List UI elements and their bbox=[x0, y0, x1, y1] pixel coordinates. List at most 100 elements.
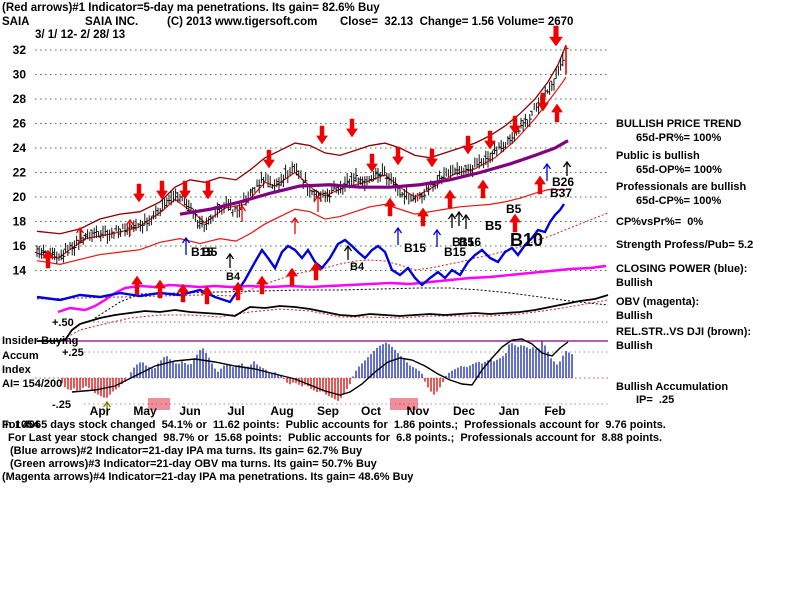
public-bullish: Public is bullish bbox=[616, 150, 700, 162]
red-buy-arrow-icon bbox=[42, 249, 54, 269]
relstr-title: REL.STR..VS DJI (brown): bbox=[616, 326, 752, 338]
red-buy-arrow-icon bbox=[444, 189, 456, 209]
red-buy-arrow-icon bbox=[154, 279, 166, 299]
professionals-bullish: Professionals are bullish bbox=[616, 181, 747, 193]
copyright: (C) 2013 www.tigersoft.com bbox=[167, 16, 318, 28]
month-axis-label: Jan bbox=[499, 404, 520, 418]
black-buy-arrow-icon bbox=[447, 212, 457, 220]
company-name: SAIA INC. bbox=[85, 16, 139, 28]
price-axis-label: 26 bbox=[13, 117, 27, 131]
red-sell-arrow-icon bbox=[537, 92, 549, 112]
red-buy-arrow-icon bbox=[177, 283, 189, 303]
buy-signal-label: B4 bbox=[226, 271, 241, 283]
red-buy-arrow-icon bbox=[256, 275, 268, 295]
obv-line bbox=[57, 264, 607, 314]
index-label: Index bbox=[2, 364, 31, 376]
accum-label: Accum bbox=[2, 350, 39, 362]
buy-signal-label: B26 bbox=[552, 175, 574, 189]
obv-status: Bullish bbox=[616, 310, 653, 322]
price-axis-label: 32 bbox=[13, 43, 27, 57]
price-axis-label: 16 bbox=[13, 239, 27, 253]
closing-power-line bbox=[36, 203, 565, 304]
black-buy-arrow-icon bbox=[562, 160, 572, 168]
red-sell-arrow-icon bbox=[509, 115, 521, 135]
green-buy-arrow-icon bbox=[102, 400, 112, 408]
buy-signal-label: B15 bbox=[191, 245, 213, 259]
ai-ratio-label: AI= 154/200 bbox=[2, 378, 63, 390]
month-axis-label: Aug bbox=[270, 404, 293, 418]
date-range: 3/ 1/ 12- 2/ 28/ 13 bbox=[35, 29, 126, 41]
red-sell-arrow-icon bbox=[179, 180, 191, 200]
red-sell-arrow-icon bbox=[484, 130, 496, 150]
lower-band-line bbox=[36, 189, 566, 265]
red-buy-arrow-icon bbox=[232, 281, 244, 301]
blue-buy-arrow-icon bbox=[542, 162, 552, 170]
red-buy-arrow-icon bbox=[286, 267, 298, 287]
month-axis-label: Sep bbox=[317, 404, 339, 418]
indicator-3-green-arrows-line: (Green arrows)#3 Indicator=21-day OBV ma… bbox=[10, 458, 377, 470]
red-buy-arrow-icon bbox=[509, 213, 521, 233]
middle-band-line bbox=[36, 76, 567, 259]
red-buy-arrow-icon bbox=[417, 207, 429, 227]
closing-power-ma-dotted-line bbox=[36, 212, 609, 300]
red-sell-arrow-icon bbox=[366, 153, 378, 173]
obv-title: OBV (magenta): bbox=[616, 296, 700, 308]
price-axis-label: 20 bbox=[13, 190, 27, 204]
cp-percent: 65d-CP%= 100% bbox=[636, 195, 722, 207]
stats-65day-line: For 4065 days stock changed 54.1% or 11.… bbox=[2, 419, 666, 431]
price-axis-label: 28 bbox=[13, 92, 27, 106]
buy-signal-label: B37 bbox=[550, 186, 572, 200]
blue-buy-arrow-icon bbox=[432, 228, 442, 236]
header-red-down-arrow-icon bbox=[549, 25, 563, 47]
level-minus-25: -.25 bbox=[52, 399, 71, 411]
price-axis-label: 30 bbox=[13, 68, 27, 82]
red-thin-buy-arrow-icon bbox=[125, 218, 135, 226]
buy-signal-label: B16 bbox=[459, 235, 481, 249]
indicator-4-magenta-arrows-line: (Magenta arrows)#4 Indicator=21-day IPA … bbox=[2, 471, 414, 483]
black-buy-arrow-icon bbox=[225, 252, 235, 260]
red-sell-arrow-icon bbox=[133, 183, 145, 203]
month-axis-label: Jul bbox=[227, 404, 244, 418]
red-sell-arrow-icon bbox=[392, 146, 404, 166]
month-axis-label: Feb bbox=[544, 404, 565, 418]
red-buy-arrow-icon bbox=[131, 275, 143, 295]
indicator-2-blue-arrows-line: (Blue arrows)#2 Indicator=21-day IPA ma … bbox=[10, 445, 363, 457]
op-percent: 65d-OP%= 100% bbox=[636, 164, 722, 176]
black-buy-arrow-icon bbox=[454, 210, 464, 218]
cp-vs-pr: CP%vsPr%= 0% bbox=[616, 216, 704, 228]
red-thin-buy-arrow-icon bbox=[290, 216, 300, 224]
long-moving-average-line bbox=[179, 139, 569, 216]
red-sell-arrow-icon bbox=[426, 148, 438, 168]
stats-year-line: For Last year stock changed 98.7% or 15.… bbox=[8, 432, 663, 444]
month-axis-label: May bbox=[133, 404, 157, 418]
buy-signal-label: B5 bbox=[506, 202, 522, 216]
buy-signal-label: B5 bbox=[485, 218, 502, 233]
red-sell-arrow-icon bbox=[346, 118, 358, 138]
price-axis-label: 24 bbox=[13, 141, 27, 155]
upper-band-line bbox=[36, 44, 567, 235]
red-sell-arrow-icon bbox=[316, 125, 328, 145]
level-plus-50: +.50 bbox=[52, 317, 74, 329]
price-axis-label: 22 bbox=[13, 166, 27, 180]
red-thin-buy-arrow-icon bbox=[75, 226, 85, 234]
black-buy-arrow-icon bbox=[461, 213, 471, 221]
trend-title: BULLISH PRICE TREND bbox=[616, 118, 742, 130]
obv-ma-dotted-line bbox=[94, 287, 609, 319]
black-buy-arrow-icon bbox=[343, 244, 353, 252]
red-buy-arrow-icon bbox=[477, 179, 489, 199]
relstr-ma-dotted-line bbox=[59, 299, 609, 342]
accumulation-index-curve bbox=[71, 338, 569, 396]
relstr-status: Bullish bbox=[616, 340, 653, 352]
buy-signal-label: B15 bbox=[444, 245, 466, 259]
indicator-1-red-arrows-line: (Red arrows)#1 Indicator=5-day ma penetr… bbox=[2, 2, 380, 14]
red-buy-arrow-icon bbox=[201, 285, 213, 305]
closing-power-title: CLOSING POWER (blue): bbox=[616, 263, 748, 275]
insider-buying-label: Insider Buying bbox=[2, 335, 79, 347]
red-buy-arrow-icon bbox=[534, 175, 546, 195]
stats-65day-line-ghost: In 1054 bbox=[2, 419, 40, 431]
month-axis-label: Nov bbox=[407, 404, 430, 418]
price-axis-label: 18 bbox=[13, 215, 27, 229]
accumulation-title: Bullish Accumulation bbox=[616, 381, 729, 393]
month-axis-label: Dec bbox=[453, 404, 475, 418]
